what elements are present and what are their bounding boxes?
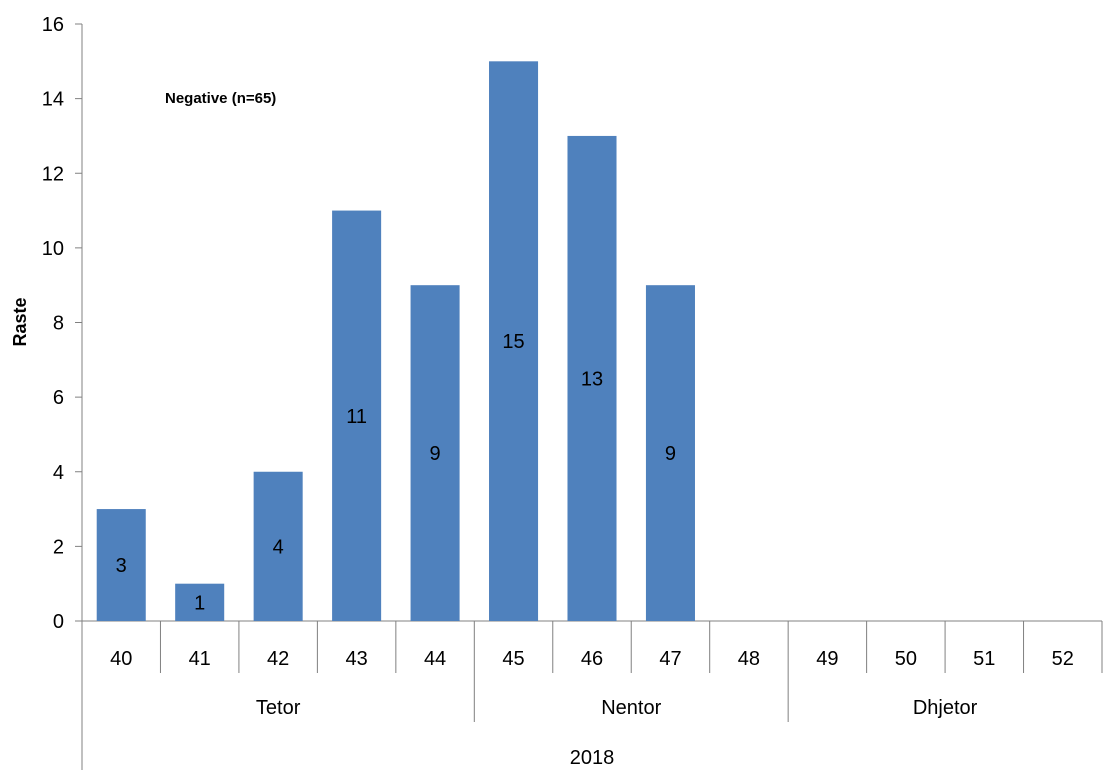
month-label: Nentor (601, 697, 661, 719)
x-tick-label: 45 (502, 648, 524, 670)
data-label: 9 (430, 443, 441, 465)
y-tick-label: 10 (42, 238, 64, 260)
bar (332, 210, 382, 621)
y-tick-label: 16 (42, 14, 64, 36)
x-tick-label: 48 (738, 648, 760, 670)
month-label: Tetor (256, 697, 301, 719)
x-tick-label: 51 (973, 648, 995, 670)
x-tick-label: 47 (659, 648, 681, 670)
bar (567, 135, 617, 621)
x-tick-label: 42 (267, 648, 289, 670)
y-tick-label: 14 (42, 89, 64, 111)
y-tick-label: 4 (53, 462, 64, 484)
y-tick-label: 2 (53, 536, 64, 558)
bar (489, 61, 539, 621)
x-tick-label: 46 (581, 648, 603, 670)
x-tick-label: 52 (1052, 648, 1074, 670)
bar (410, 285, 460, 621)
x-tick-label: 43 (345, 648, 367, 670)
y-tick-label: 8 (53, 313, 64, 335)
data-label: 11 (346, 406, 367, 428)
y-tick-label: 0 (53, 611, 64, 633)
y-tick-label: 12 (42, 163, 64, 185)
x-tick-label: 44 (424, 648, 446, 670)
data-label: 1 (194, 592, 205, 614)
data-label: 13 (581, 368, 603, 390)
x-tick-label: 40 (110, 648, 132, 670)
labels: 40 3 41 1 42 4 43 11 44 9 45 15 46 13 47 9 48 49 50 51 52 Tet… (110, 331, 1074, 769)
data-label: 9 (665, 443, 676, 465)
x-tick-label: 49 (816, 648, 838, 670)
bar (253, 471, 303, 621)
year-label: 2018 (570, 747, 615, 769)
bar (175, 583, 225, 621)
data-label: 15 (502, 331, 524, 353)
y-axis-label: Raste (10, 297, 30, 346)
bars (96, 61, 695, 621)
data-label: 3 (116, 555, 127, 577)
month-label: Dhjetor (913, 697, 978, 719)
data-label: 4 (273, 536, 284, 558)
bar (645, 285, 695, 621)
x-tick-label: 50 (895, 648, 917, 670)
chart-annotation: Negative (n=65) (165, 90, 276, 107)
y-tick-label: 6 (53, 387, 64, 409)
bar (96, 509, 146, 621)
x-tick-label: 41 (189, 648, 211, 670)
